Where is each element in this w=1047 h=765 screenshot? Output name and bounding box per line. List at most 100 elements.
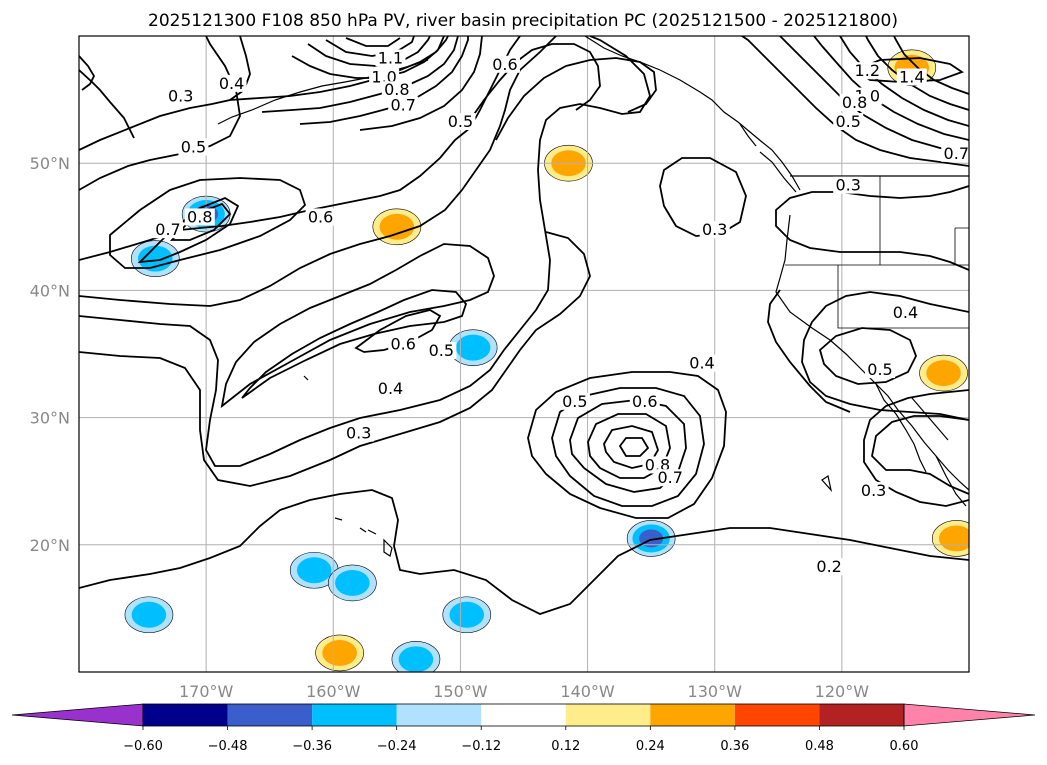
contour-label-bg [426, 342, 457, 359]
contour-label: 0.6 [632, 392, 657, 411]
colorbar-tick-label: 0.36 [720, 739, 749, 754]
contour-label-bg [858, 481, 889, 499]
contour-label-bg [890, 303, 921, 321]
contour-label: 1.1 [378, 48, 403, 67]
precip-blob-negative [124, 596, 174, 634]
coastline-mexico [935, 455, 967, 507]
contour-label: 0.4 [689, 354, 714, 373]
precip-level [455, 334, 491, 361]
contour-label: 0.3 [168, 87, 193, 106]
precip-blob-negative [442, 596, 492, 634]
colorbar-segment [312, 704, 397, 726]
contour-label: 0.7 [944, 144, 969, 163]
contour-label: 0.5 [867, 360, 892, 379]
contour-line [853, 57, 964, 83]
y-tick-label: 30°N [30, 409, 70, 428]
contour-line [527, 371, 727, 519]
contour-label-bg [865, 361, 895, 379]
contour-label-bg [559, 392, 590, 410]
precip-level [131, 601, 167, 628]
x-tick-label: 130°W [688, 682, 743, 701]
colorbar-segment [143, 704, 228, 726]
contour-line [551, 387, 705, 507]
precip-blob-positive [919, 354, 968, 392]
contour-line [775, 185, 969, 271]
contour-label-bg [388, 96, 419, 114]
contour-line [79, 55, 96, 91]
contour-label-bg [814, 558, 845, 576]
contour-label: 0.4 [893, 303, 918, 322]
precip-level [322, 639, 357, 666]
x-tick-label: 150°W [433, 682, 488, 701]
map-background [79, 36, 969, 672]
contour-label-bg [941, 144, 969, 162]
contour-label-bg [852, 62, 883, 80]
coastline-baja [875, 383, 949, 473]
colorbar-extend-low [11, 703, 144, 727]
contour-label-bg [839, 93, 870, 111]
island-small-2 [303, 375, 309, 381]
colorbar-tick-label: 0.12 [551, 739, 580, 754]
y-tick-label: 20°N [30, 536, 70, 555]
hawaii-islands [334, 517, 393, 557]
y-tick-label: 50°N [30, 154, 70, 173]
coastline-bc-islands [739, 123, 797, 193]
colorbar-tick-label: −0.24 [377, 739, 417, 754]
contour-line [871, 415, 969, 495]
contour-label: 0.6 [390, 335, 415, 354]
y-axis-tick-labels: 50°N 40°N 30°N 20°N [30, 154, 70, 555]
contour-line [469, 43, 601, 121]
precip-level [449, 601, 485, 628]
contour-label-bg [216, 74, 247, 92]
contour-line [569, 399, 687, 493]
precip-level [926, 360, 961, 387]
contour-line [109, 177, 307, 269]
x-tick-label: 170°W [179, 682, 234, 701]
contour-line [241, 289, 468, 399]
contour-label-bg [165, 87, 196, 105]
gridlines [79, 36, 969, 672]
precip-level [335, 570, 370, 596]
x-tick-label: 120°W [815, 682, 870, 701]
colorbar-segment [734, 704, 820, 726]
contour-line [79, 489, 969, 615]
contour-label-bg [896, 68, 927, 86]
contour-label: 0.4 [378, 379, 403, 398]
precip-blob-negative [289, 551, 339, 589]
contour-line [79, 69, 135, 139]
contour-label: 0.3 [861, 481, 886, 500]
map-area: 0.30.40.50.70.8 0.61.01.10.80.70.50.60.30… [79, 36, 969, 672]
contour-label-bg [655, 469, 686, 487]
colorbar-segment [396, 704, 482, 726]
x-axis-tick-labels: 170°W 160°W 150°W 140°W 130°W 120°W [179, 682, 869, 701]
contour-label: 0.8 [384, 80, 409, 99]
precip-blob-positive [315, 634, 364, 672]
contour-label: 0.8 [842, 93, 867, 112]
contour-label-bg [375, 49, 406, 67]
colorbar-tick-label: −0.12 [461, 739, 501, 754]
colorbar-frame [142, 703, 905, 727]
precip-blob-positive [372, 208, 422, 246]
contour-line [893, 36, 969, 95]
precip-blob-negative [626, 520, 676, 557]
pv-contour-lines [79, 36, 969, 615]
contour-label: 0.7 [155, 220, 180, 239]
colorbar: −0.60 −0.48 −0.36 −0.24 −0.12 0.12 0.24 0.36 0.4… [11, 703, 1036, 754]
contour-line [839, 36, 969, 127]
contour-line [79, 36, 241, 191]
contour-label: 0.5 [429, 341, 454, 360]
contour-line [818, 327, 917, 385]
contour-label-bg [305, 208, 336, 226]
contour-label-bg [687, 354, 717, 372]
contour-label-bg [629, 392, 660, 410]
island-small-1 [821, 475, 833, 493]
contour-line [495, 57, 657, 141]
contour-label-bg [153, 221, 183, 239]
precip-blob-negative [448, 329, 498, 366]
x-tick-label: 140°W [560, 682, 615, 701]
precip-level [398, 646, 434, 672]
contour-label-bg [375, 380, 406, 398]
chart-title: 2025121300 F108 850 hPa PV, river basin … [148, 11, 898, 31]
contour-line [220, 243, 495, 409]
colorbar-segment [650, 704, 735, 726]
